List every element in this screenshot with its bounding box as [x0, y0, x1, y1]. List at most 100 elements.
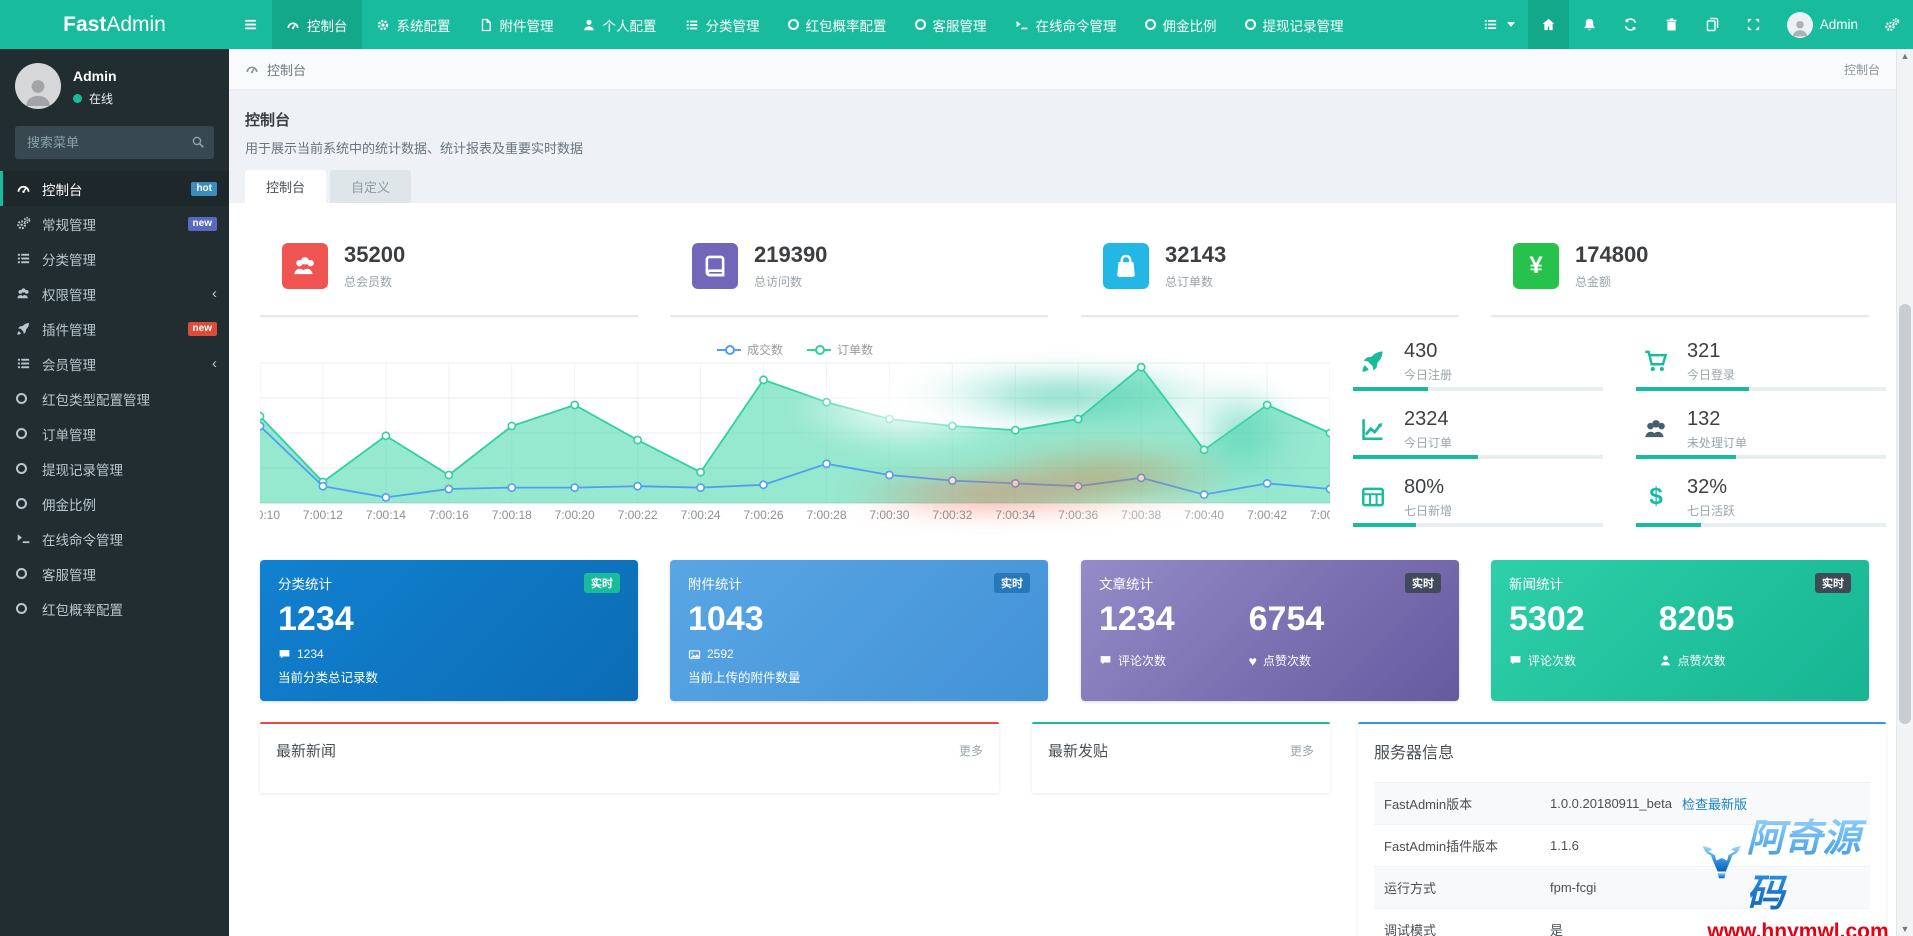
sidebar-item-佣金比例[interactable]: 佣金比例: [0, 486, 229, 521]
expand-button[interactable]: [1733, 0, 1774, 49]
nav-item-个人配置[interactable]: 个人配置: [568, 0, 671, 49]
scrollbar-up-icon[interactable]: ▲: [1900, 51, 1910, 61]
dollar-icon: $: [1649, 483, 1663, 510]
server-info-header: 服务器信息: [1358, 724, 1886, 778]
comment-icon: [278, 648, 291, 661]
user-status: 在线: [73, 90, 117, 107]
server-info-value: 是: [1550, 923, 1564, 936]
sidebar-item-红包类型配置管理[interactable]: 红包类型配置管理: [0, 381, 229, 416]
server-info-row: FastAdmin版本 1.0.0.20180911_beta 检查最新版: [1374, 783, 1870, 825]
sidebar-item-订单管理[interactable]: 订单管理: [0, 416, 229, 451]
scrollbar-down-icon[interactable]: ▼: [1900, 924, 1910, 934]
nav-item-分类管理[interactable]: 分类管理: [671, 0, 774, 49]
user-name-label: Admin: [1819, 17, 1858, 32]
tab-控制台[interactable]: 控制台: [245, 170, 327, 203]
menu-list-button[interactable]: [1470, 0, 1528, 49]
sidebar-item-红包概率配置[interactable]: 红包概率配置: [0, 591, 229, 626]
terminal-icon: [1015, 18, 1029, 32]
server-info-key: 运行方式: [1384, 881, 1437, 896]
legend-item-订单数[interactable]: 订单数: [807, 341, 873, 358]
sidebar-item-客服管理[interactable]: 客服管理: [0, 556, 229, 591]
mini-stat-value: 2324: [1404, 407, 1449, 430]
sidebar-item-常规管理[interactable]: 常规管理 new: [0, 206, 229, 241]
mini-stat-progress: [1636, 455, 1736, 459]
sidebar-toggle-button[interactable]: [229, 0, 272, 49]
search-icon[interactable]: [191, 135, 205, 149]
refresh-button[interactable]: [1610, 0, 1651, 49]
sidebar-item-插件管理[interactable]: 插件管理 new: [0, 311, 229, 346]
nav-item-在线命令管理[interactable]: 在线命令管理: [1001, 0, 1131, 49]
server-info-row: 运行方式 fpm-fcgi: [1374, 867, 1870, 909]
nav-item-客服管理[interactable]: 客服管理: [901, 0, 1001, 49]
nav-menu: 控制台 系统配置 附件管理 个人配置 分类管理 红包概率配置 客服管理 在线命令管理 佣金比例 提…: [272, 0, 1470, 49]
realtime-badge: 实时: [584, 573, 620, 593]
server-info-value: 1.0.0.20180911_beta: [1550, 796, 1672, 811]
sidebar-item-分类管理[interactable]: 分类管理: [0, 241, 229, 276]
latest-posts-more-link[interactable]: 更多: [1289, 743, 1314, 758]
nav-item-控制台[interactable]: 控制台: [272, 0, 362, 49]
card-description: 当前分类总记录数: [278, 671, 379, 686]
copy-button[interactable]: [1692, 0, 1733, 49]
nav-item-附件管理[interactable]: 附件管理: [465, 0, 568, 49]
tab-自定义[interactable]: 自定义: [330, 170, 412, 203]
ring-icon: [787, 19, 799, 30]
top-navbar: FastAdmin 控制台 系统配置 附件管理 个人配置 分类管理 红包概率配置 客服管理在…: [0, 0, 1913, 49]
chevron-left-icon: ‹: [212, 285, 217, 302]
nav-item-红包概率配置[interactable]: 红包概率配置: [774, 0, 901, 49]
home-button[interactable]: [1527, 0, 1569, 49]
search-input[interactable]: [15, 126, 214, 159]
card-value: 6754: [1248, 600, 1325, 638]
mini-stats-grid: 430 今日注册 321 今日登录 2324 今日订单 132 未处理订单 80% 七日新增 $32…: [1353, 335, 1886, 527]
stat-card-总金额: ¥174800 总金额: [1491, 217, 1869, 317]
sidebar-item-会员管理[interactable]: 会员管理 ‹: [0, 346, 229, 381]
svg-text:7:00:10: 7:00:10: [260, 508, 280, 522]
dashboard-icon: [16, 181, 31, 196]
vertical-scrollbar[interactable]: ▲ ▼: [1896, 49, 1913, 936]
latest-news-more-link[interactable]: 更多: [958, 743, 983, 758]
bell-button[interactable]: [1569, 0, 1610, 49]
nav-item-label: 红包概率配置: [805, 18, 887, 34]
sidebar-item-控制台[interactable]: 控制台 hot: [0, 171, 229, 206]
summary-card-附件统计: 附件统计 实时 1043 2592 当前上传的附件数量: [670, 560, 1048, 701]
svg-text:7:00:36: 7:00:36: [1058, 508, 1098, 522]
rocket-icon: [1360, 348, 1386, 374]
gears-icon: [1884, 17, 1900, 33]
circle-icon: [1144, 19, 1156, 30]
mini-stat-value: 321: [1687, 339, 1721, 362]
sidebar-item-权限管理[interactable]: 权限管理 ‹: [0, 276, 229, 311]
gear-icon: [376, 18, 390, 32]
stat-label: 总会员数: [344, 275, 393, 289]
sidebar-item-提现记录管理[interactable]: 提现记录管理: [0, 451, 229, 486]
sidebar-item-在线命令管理[interactable]: 在线命令管理: [0, 521, 229, 556]
svg-text:7:00:40: 7:00:40: [1184, 508, 1224, 522]
trash-icon: [1664, 17, 1679, 32]
svg-text:7:00:16: 7:00:16: [429, 508, 469, 522]
legend-marker-icon: [716, 344, 741, 355]
terminal-icon: [16, 531, 31, 546]
realtime-badge: 实时: [1405, 573, 1441, 593]
ring-icon: [1144, 19, 1156, 30]
scrollbar-thumb[interactable]: [1899, 304, 1911, 724]
nav-item-系统配置[interactable]: 系统配置: [362, 0, 465, 49]
server-info-row: 调试模式 是: [1374, 909, 1870, 936]
nav-item-提现记录管理[interactable]: 提现记录管理: [1231, 0, 1358, 49]
legend-label: 订单数: [837, 343, 874, 357]
legend-item-成交数[interactable]: 成交数: [716, 341, 783, 358]
sidebar-item-label: 提现记录管理: [42, 462, 123, 478]
trash-button[interactable]: [1651, 0, 1692, 49]
mini-stat-label: 未处理订单: [1687, 435, 1748, 450]
realtime-badge: 实时: [994, 573, 1030, 593]
bell-icon: [1582, 17, 1597, 32]
summary-card-文章统计: 文章统计 实时 1234 评论次数 6754 ♥ 点赞次数: [1081, 560, 1459, 701]
stat-card-总会员数: 35200 总会员数: [260, 217, 638, 317]
nav-item-佣金比例[interactable]: 佣金比例: [1131, 0, 1231, 49]
nav-right-icons: Admin: [1470, 0, 1913, 49]
caret-down-icon: [1506, 22, 1515, 27]
user-menu[interactable]: Admin: [1774, 0, 1871, 49]
settings-button[interactable]: [1871, 0, 1913, 49]
sidebar-item-label: 分类管理: [42, 252, 96, 268]
mini-stat-progress: [1636, 523, 1701, 527]
sidebar-item-label: 权限管理: [42, 287, 96, 303]
brand-logo[interactable]: FastAdmin: [0, 0, 229, 49]
check-latest-version-link[interactable]: 检查最新版: [1681, 797, 1747, 812]
